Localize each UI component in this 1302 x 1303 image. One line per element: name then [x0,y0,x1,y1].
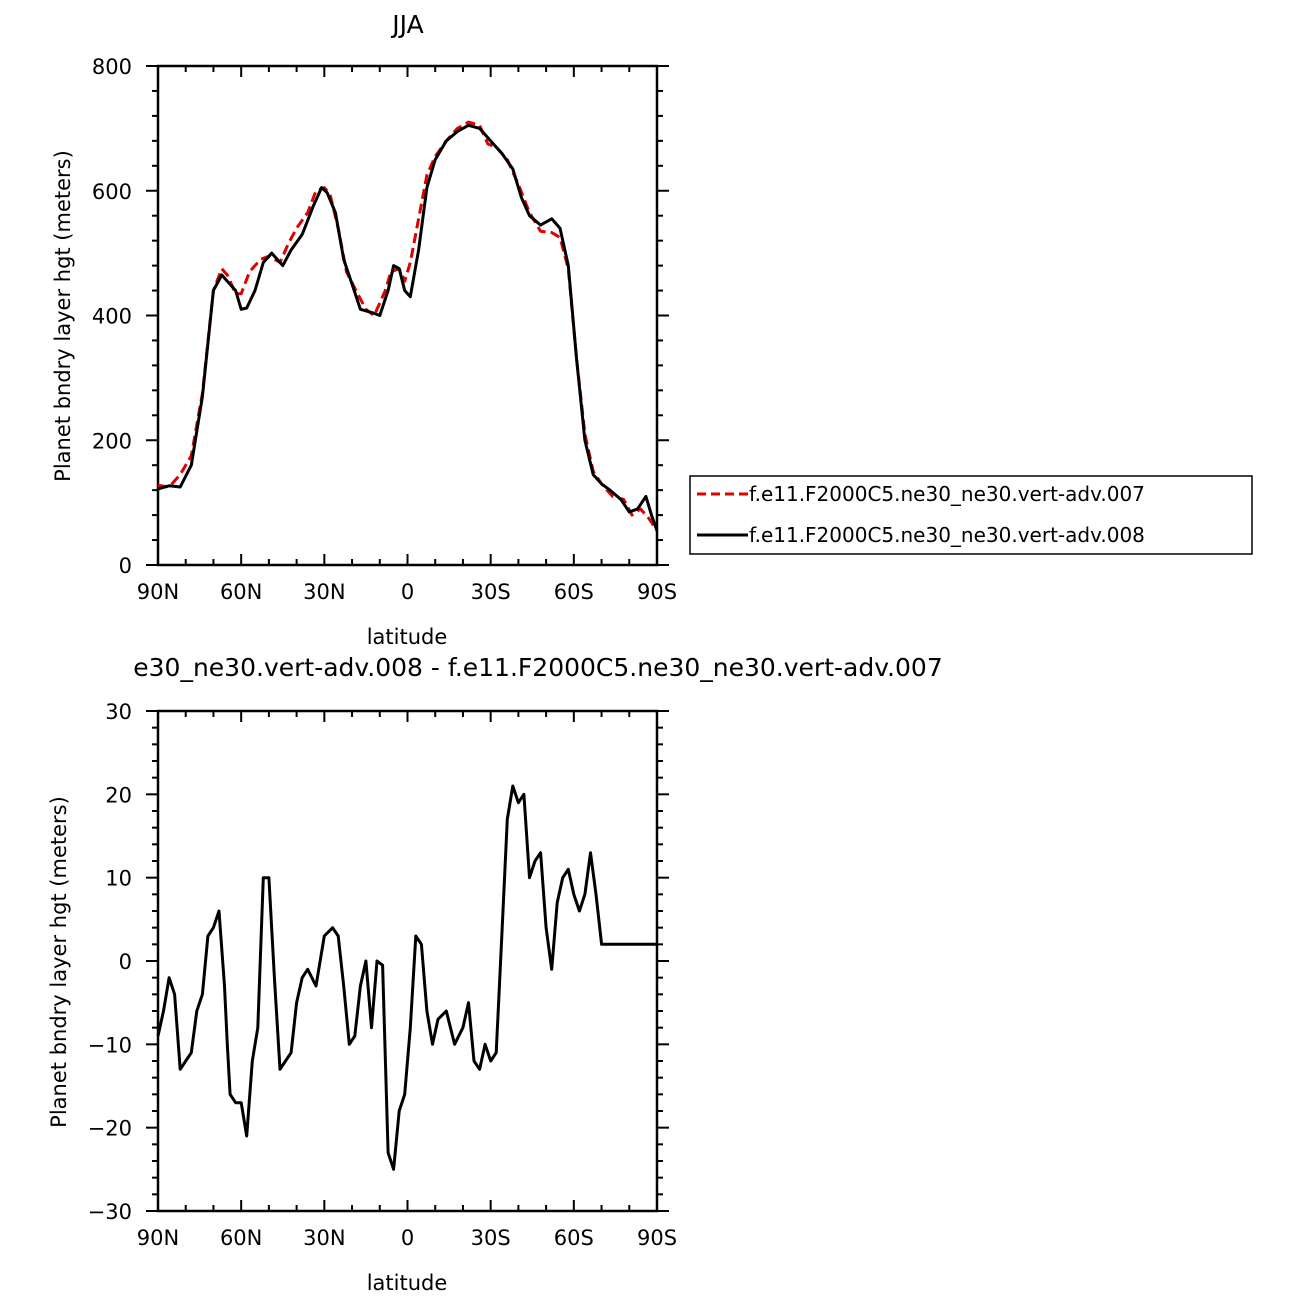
legend-label-007: f.e11.F2000C5.ne30_ne30.vert-adv.007 [749,482,1145,506]
bottom-chart-title: e30_ne30.vert-adv.008 - f.e11.F2000C5.ne… [133,653,942,682]
bottom-x-tick-label: 30N [303,1226,345,1250]
legend-label-008: f.e11.F2000C5.ne30_ne30.vert-adv.008 [749,523,1145,547]
top-series-lines [157,120,659,532]
bottom-x-axis-label: latitude [367,1271,448,1295]
bottom-y-tick-label: 10 [105,867,132,891]
top-y-tick-label: 600 [92,180,132,204]
top-x-axis-label: latitude [367,625,448,649]
top-chart-title: JJA [390,10,423,39]
top-y-axis-label: Planet bndry layer hgt (meters) [51,150,75,482]
bottom-y-tick-label: −30 [88,1200,132,1224]
legend-box [689,475,1253,555]
top-x-tick-label: 60N [220,580,262,604]
bottom-x-tick-label: 90N [137,1226,179,1250]
top-x-tick-label: 30S [471,580,511,604]
bottom-y-axis-label: Planet bndry layer hgt (meters) [47,796,71,1128]
top-y-tick-label: 0 [119,554,132,578]
bottom-plot-frame [156,709,659,1213]
top-x-tick-label: 90N [137,580,179,604]
bottom-y-tick-label: 30 [105,700,132,724]
bottom-x-tick-label: 60S [554,1226,594,1250]
bottom-x-tick-label: 90S [637,1226,677,1250]
bottom-y-tick-label: 20 [105,783,132,807]
bottom-y-tick-label: 0 [119,950,132,974]
bottom-y-tick-label: −10 [88,1033,132,1057]
top-axis-ticks: 90N 60N 30N 0 30S 60S 90S 0 200 400 600 800 [92,55,677,604]
bottom-axis-ticks: 90N 60N 30N 0 30S 60S 90S −30 −20 −10 0 10 20 30 [88,700,677,1250]
top-y-tick-label: 800 [92,55,132,79]
top-series-line-2 [157,123,659,532]
bottom-x-tick-label: 30S [471,1226,511,1250]
bottom-y-tick-label: −20 [88,1117,132,1141]
top-y-tick-label: 200 [92,429,132,453]
top-x-tick-label: 30N [303,580,345,604]
top-x-tick-label: 90S [637,580,677,604]
top-series-line-1 [157,120,659,532]
bottom-x-tick-label: 60N [220,1226,262,1250]
bottom-series-line-1 [156,784,657,1171]
top-x-tick-label: 60S [554,580,594,604]
top-x-tick-label: 0 [401,580,414,604]
top-y-tick-label: 400 [92,305,132,329]
top-plot-frame [156,64,659,567]
bottom-x-tick-label: 0 [401,1226,414,1250]
bottom-series-lines [156,784,657,1171]
